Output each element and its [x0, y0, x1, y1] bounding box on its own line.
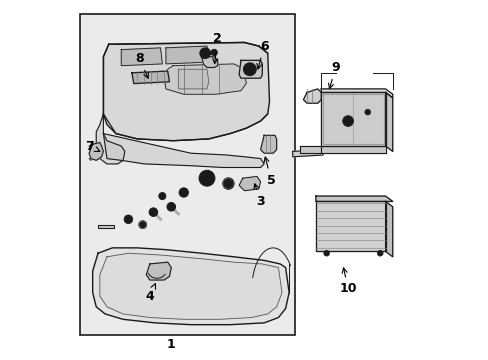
Polygon shape: [260, 135, 276, 153]
Text: 7: 7: [84, 140, 100, 153]
Polygon shape: [303, 89, 321, 103]
Polygon shape: [121, 48, 162, 66]
Polygon shape: [132, 71, 169, 84]
Bar: [80, 14, 294, 336]
Circle shape: [323, 250, 329, 256]
Polygon shape: [321, 89, 392, 98]
Text: 5: 5: [264, 157, 275, 186]
Circle shape: [243, 63, 256, 76]
Polygon shape: [178, 69, 208, 89]
Text: 8: 8: [135, 52, 148, 78]
Polygon shape: [315, 202, 385, 251]
Polygon shape: [103, 134, 264, 167]
Polygon shape: [201, 57, 217, 67]
Circle shape: [222, 178, 234, 189]
Circle shape: [342, 116, 353, 126]
Polygon shape: [323, 94, 383, 144]
Circle shape: [210, 49, 217, 56]
Polygon shape: [103, 42, 269, 141]
Polygon shape: [89, 143, 103, 160]
Text: 2: 2: [212, 32, 222, 63]
Polygon shape: [385, 93, 392, 152]
Polygon shape: [146, 262, 171, 280]
Circle shape: [246, 66, 252, 72]
Polygon shape: [100, 253, 282, 319]
Text: 3: 3: [253, 184, 264, 208]
Circle shape: [124, 215, 132, 224]
Text: 9: 9: [328, 61, 339, 89]
Text: 10: 10: [339, 268, 356, 296]
Polygon shape: [165, 46, 208, 64]
Polygon shape: [239, 60, 262, 78]
Circle shape: [364, 109, 370, 115]
Text: 1: 1: [166, 338, 175, 351]
Polygon shape: [315, 196, 392, 202]
Circle shape: [159, 193, 165, 200]
Circle shape: [149, 208, 157, 216]
Text: 4: 4: [145, 284, 155, 303]
Circle shape: [200, 48, 210, 59]
Polygon shape: [98, 225, 114, 228]
Polygon shape: [96, 114, 124, 164]
Polygon shape: [299, 146, 321, 153]
Polygon shape: [239, 176, 260, 191]
Polygon shape: [321, 93, 385, 146]
Circle shape: [345, 119, 349, 123]
Polygon shape: [93, 248, 288, 325]
Polygon shape: [164, 64, 246, 94]
Circle shape: [377, 250, 382, 256]
Circle shape: [203, 174, 211, 183]
Polygon shape: [385, 202, 392, 257]
Polygon shape: [292, 150, 323, 157]
Circle shape: [179, 188, 188, 197]
Circle shape: [203, 51, 207, 56]
Polygon shape: [321, 146, 385, 153]
Circle shape: [166, 203, 175, 211]
Circle shape: [139, 221, 146, 229]
Circle shape: [199, 170, 214, 186]
Text: 6: 6: [256, 40, 268, 69]
Circle shape: [126, 217, 130, 221]
